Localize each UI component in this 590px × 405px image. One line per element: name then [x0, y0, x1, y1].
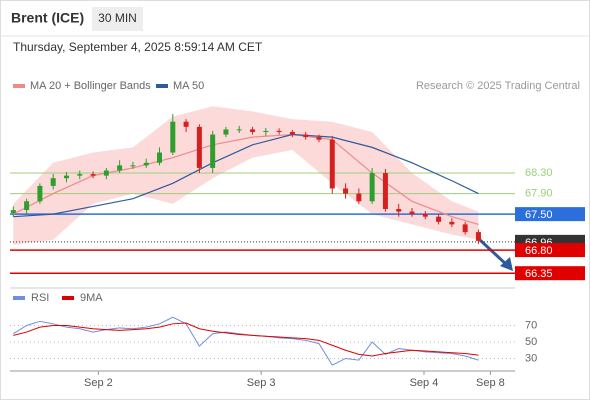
rsi-line: [13, 316, 479, 366]
x-tick-label: Sep 2: [84, 377, 113, 389]
level-label: 67.50: [525, 209, 553, 221]
candle-body: [77, 174, 83, 176]
level-label: 66.35: [525, 268, 553, 280]
candle-body: [396, 209, 402, 212]
rsi-line: [13, 322, 479, 357]
legend-label: MA 20 + Bollinger Bands: [30, 80, 151, 92]
legend-label: 9MA: [80, 292, 103, 304]
legend-swatch: [13, 84, 25, 88]
candle-body: [50, 178, 56, 186]
interval-box: [92, 7, 143, 31]
candle-body: [343, 188, 349, 194]
candle-body: [236, 129, 242, 131]
timestamp: Thursday, September 4, 2025 8:59:14 AM C…: [13, 40, 263, 54]
candle-body: [409, 211, 415, 215]
candle-body: [356, 193, 362, 202]
candle-body: [37, 185, 43, 202]
level-box: [515, 207, 585, 222]
candle-body: [250, 129, 256, 132]
candle-body: [157, 152, 163, 163]
candle-body: [329, 139, 335, 189]
x-tick-label: Sep 3: [247, 377, 276, 389]
candle-body: [475, 232, 481, 241]
candle-body: [196, 126, 202, 168]
candle-body: [369, 173, 375, 202]
arrow: [478, 238, 510, 268]
legend-label: MA 50: [173, 80, 204, 92]
candle-body: [143, 162, 149, 166]
interval: 30 MIN: [98, 11, 137, 25]
arrow-head: [500, 257, 513, 271]
candle-body: [103, 170, 109, 176]
y-tick-label: 30: [525, 352, 537, 364]
candle-body: [422, 214, 428, 217]
candle-body: [462, 224, 468, 233]
bollinger-band: [13, 106, 479, 245]
chart-title: Brent (ICE): [11, 10, 84, 26]
candle-body: [303, 134, 309, 138]
candle-body: [289, 131, 295, 135]
y-tick-label: 70: [525, 319, 537, 331]
ma-line: [13, 133, 479, 218]
credit: Research © 2025 Trading Central: [416, 80, 580, 92]
level-box: [515, 243, 585, 258]
legend-label: RSI: [31, 292, 49, 304]
candle-body: [223, 129, 229, 135]
legend-swatch: [62, 296, 74, 300]
x-tick-label: Sep 8: [476, 377, 505, 389]
candle-body: [117, 165, 123, 171]
candle-body: [449, 221, 455, 225]
y-tick-label: 50: [525, 336, 537, 348]
legend-swatch: [13, 296, 25, 300]
candle-body: [263, 130, 269, 132]
level-label: 67.90: [525, 188, 553, 200]
candle-body: [170, 121, 176, 153]
candle-body: [63, 175, 69, 179]
candle-body: [183, 121, 189, 127]
candle-body: [316, 137, 322, 140]
candle-body: [382, 173, 388, 209]
candle-body: [436, 216, 442, 222]
candle-body: [130, 165, 136, 167]
candle-body: [276, 130, 282, 132]
candle-body: [10, 210, 16, 214]
level-label: 66.80: [525, 245, 553, 257]
candle-body: [210, 134, 216, 168]
candle-body: [90, 174, 96, 176]
x-tick-label: Sep 4: [410, 377, 439, 389]
candle-body: [24, 201, 30, 211]
level-label: 68.30: [525, 167, 553, 179]
legend-swatch: [156, 84, 168, 88]
level-box: [515, 266, 585, 281]
